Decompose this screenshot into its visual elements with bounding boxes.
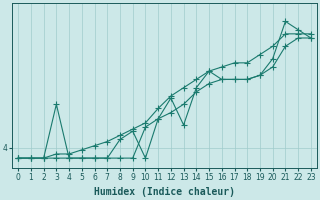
X-axis label: Humidex (Indice chaleur): Humidex (Indice chaleur) [94,187,235,197]
